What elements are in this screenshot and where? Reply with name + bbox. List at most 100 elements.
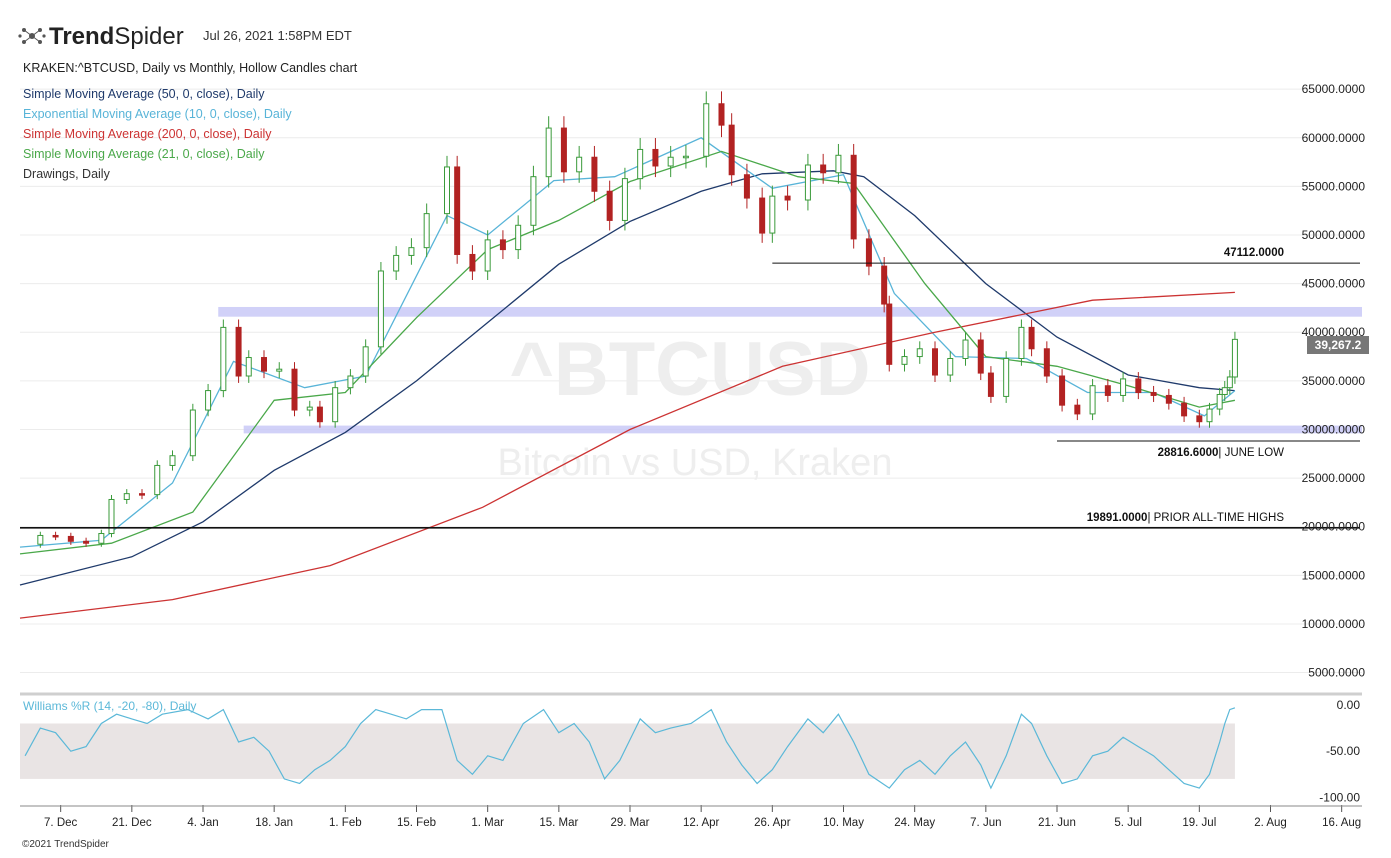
williams-r-tick-label: -100.00 — [1319, 790, 1360, 804]
candle-body — [1216, 393, 1223, 410]
candle-body — [515, 224, 522, 251]
moving-average-line — [19, 170, 1235, 586]
candle-body — [1018, 326, 1025, 359]
candle-body — [820, 164, 827, 174]
candle-body — [881, 265, 888, 305]
candle-body — [306, 406, 313, 411]
candle-body — [362, 346, 369, 377]
price-tick-label: 35000.0000 — [1302, 374, 1366, 388]
last-price-box — [1307, 336, 1369, 354]
candle-body — [1059, 375, 1066, 406]
candle-body — [484, 239, 491, 272]
candle-body — [220, 326, 227, 392]
candle-body — [962, 339, 969, 359]
candle-body — [499, 239, 506, 251]
candle-body — [769, 195, 776, 234]
moving-average-line — [19, 291, 1235, 619]
candle-body — [901, 356, 908, 365]
candle-body — [865, 238, 872, 267]
candle-body — [682, 155, 689, 159]
price-axis: 65000.0000 60000.0000 55000.0000 50000.0000… — [1302, 82, 1366, 679]
candle-body — [1120, 378, 1127, 396]
candle-body — [1150, 392, 1157, 396]
spider-logo-icon — [18, 28, 46, 44]
candle-body — [1104, 385, 1111, 396]
candle-body — [1231, 338, 1238, 378]
price-tick-label: 45000.0000 — [1302, 277, 1366, 291]
candle-body — [1181, 402, 1188, 417]
support-resistance-zone — [243, 425, 1363, 434]
candle-body — [932, 348, 938, 376]
williams-r-panel: 0.00 -50.00 -100.00 Williams %R (14, -20, -… — [20, 698, 1360, 804]
date-tick-label: 15. Mar — [539, 817, 578, 829]
level-note: | PRIOR ALL-TIME HIGHS — [1147, 512, 1284, 524]
date-tick-label: 16. Aug — [1322, 817, 1361, 829]
moving-average-line — [19, 150, 1236, 555]
date-tick-label: 2. Aug — [1254, 817, 1287, 829]
price-tick-label: 40000.0000 — [1302, 325, 1366, 339]
level-label: 28816.6000| JUNE LOW — [1158, 447, 1285, 459]
date-tick-label: 29. Mar — [611, 817, 650, 829]
indicator-legend[interactable]: Simple Moving Average (50, 0, close), Da… — [23, 87, 292, 181]
candle-body — [591, 156, 598, 192]
candle-body — [703, 103, 710, 157]
williams-r-tick-label: 0.00 — [1337, 698, 1361, 712]
watermark: ^BTCUSD Bitcoin vs USD, Kraken — [498, 327, 893, 484]
candle-body — [154, 464, 161, 496]
candle-body — [728, 124, 735, 176]
candle-body — [1135, 378, 1142, 394]
candle-body — [469, 253, 476, 272]
date-tick-label: 18. Jan — [255, 817, 293, 829]
candle-body — [454, 166, 461, 255]
date-tick-label: 5. Jul — [1114, 817, 1142, 829]
candle-body — [169, 455, 176, 466]
williams-r-title: Williams %R (14, -20, -80), Daily — [23, 699, 196, 713]
candle-body — [423, 213, 430, 249]
candle-body — [1074, 404, 1081, 415]
price-tick-label: 55000.0000 — [1302, 179, 1366, 193]
candle-body — [1003, 357, 1010, 397]
candle-body — [1089, 385, 1096, 415]
horizontal-levels[interactable]: 47112.0000 28816.6000| JUNE LOW 19891.0000… — [20, 247, 1360, 529]
price-tick-label: 20000.0000 — [1302, 520, 1366, 534]
candle-body — [245, 357, 252, 377]
candle-body — [743, 174, 750, 199]
date-tick-label: 21. Dec — [112, 817, 152, 829]
candle-body — [718, 103, 725, 126]
candle-body — [393, 254, 400, 272]
candle-body — [67, 535, 74, 542]
date-tick-label: 21. Jun — [1038, 817, 1076, 829]
level-label: 19891.0000| PRIOR ALL-TIME HIGHS — [1087, 512, 1285, 524]
candle-body — [530, 176, 537, 226]
date-tick-label: 7. Dec — [44, 817, 77, 829]
legend-item: Simple Moving Average (21, 0, close), Da… — [23, 147, 265, 161]
candle-body — [189, 409, 196, 457]
legend-item: Simple Moving Average (50, 0, close), Da… — [23, 87, 265, 101]
price-tick-label: 10000.0000 — [1302, 617, 1366, 631]
svg-text:TrendSpider: TrendSpider — [49, 23, 184, 50]
candle-body — [408, 247, 415, 256]
candle-body — [1226, 376, 1233, 389]
candle-body — [377, 270, 384, 348]
brand-bold: Trend — [49, 23, 114, 50]
candle-body — [332, 387, 339, 423]
level-label: 47112.0000 — [1224, 247, 1284, 259]
candle-body — [98, 533, 105, 544]
level-value: 19891.0000 — [1087, 512, 1148, 524]
date-tick-label: 15. Feb — [397, 817, 436, 829]
legend-item: Drawings, Daily — [23, 167, 111, 181]
candle-body — [576, 156, 583, 173]
candle-body — [667, 156, 674, 167]
timestamp: Jul 26, 2021 1:58PM EDT — [203, 28, 352, 43]
legend-item: Simple Moving Average (200, 0, close), D… — [23, 127, 272, 141]
candle-body — [83, 540, 90, 544]
level-value: 28816.6000 — [1158, 447, 1219, 459]
last-price-label: 39,267.2 — [1315, 338, 1362, 352]
price-tick-label: 25000.0000 — [1302, 471, 1366, 485]
date-tick-label: 12. Apr — [683, 817, 720, 829]
watermark-name: Bitcoin vs USD, Kraken — [498, 442, 893, 484]
level-note: | JUNE LOW — [1218, 447, 1284, 459]
candle-body — [916, 348, 923, 358]
last-price-tag: 39,267.2 — [1307, 336, 1369, 354]
